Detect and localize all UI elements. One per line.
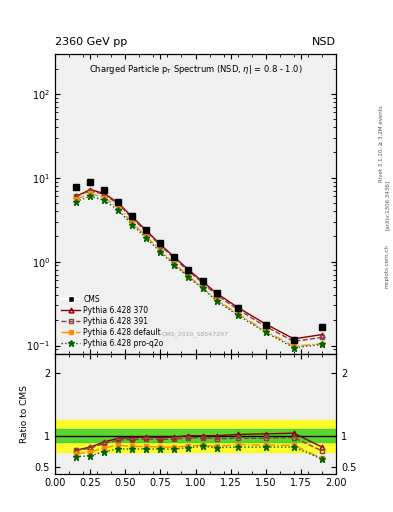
Bar <box>55 430 336 442</box>
Text: mcplots.cern.ch: mcplots.cern.ch <box>385 244 389 288</box>
Legend: CMS, Pythia 6.428 370, Pythia 6.428 391, Pythia 6.428 default, Pythia 6.428 pro-: CMS, Pythia 6.428 370, Pythia 6.428 391,… <box>59 292 166 350</box>
Text: 2360 GeV pp: 2360 GeV pp <box>55 37 127 47</box>
Text: [arXiv:1306.3436]: [arXiv:1306.3436] <box>385 180 389 230</box>
Text: Charged Particle $\mathrm{p_T}$ Spectrum (NSD, $\eta|$ = 0.8 - 1.0): Charged Particle $\mathrm{p_T}$ Spectrum… <box>89 63 302 76</box>
Text: Rivet 3.1.10, ≥ 3.2M events: Rivet 3.1.10, ≥ 3.2M events <box>379 105 384 182</box>
Y-axis label: Ratio to CMS: Ratio to CMS <box>20 385 29 442</box>
Text: CMS_2010_S8547297: CMS_2010_S8547297 <box>162 331 229 337</box>
Bar <box>55 420 336 452</box>
Text: NSD: NSD <box>312 37 336 47</box>
